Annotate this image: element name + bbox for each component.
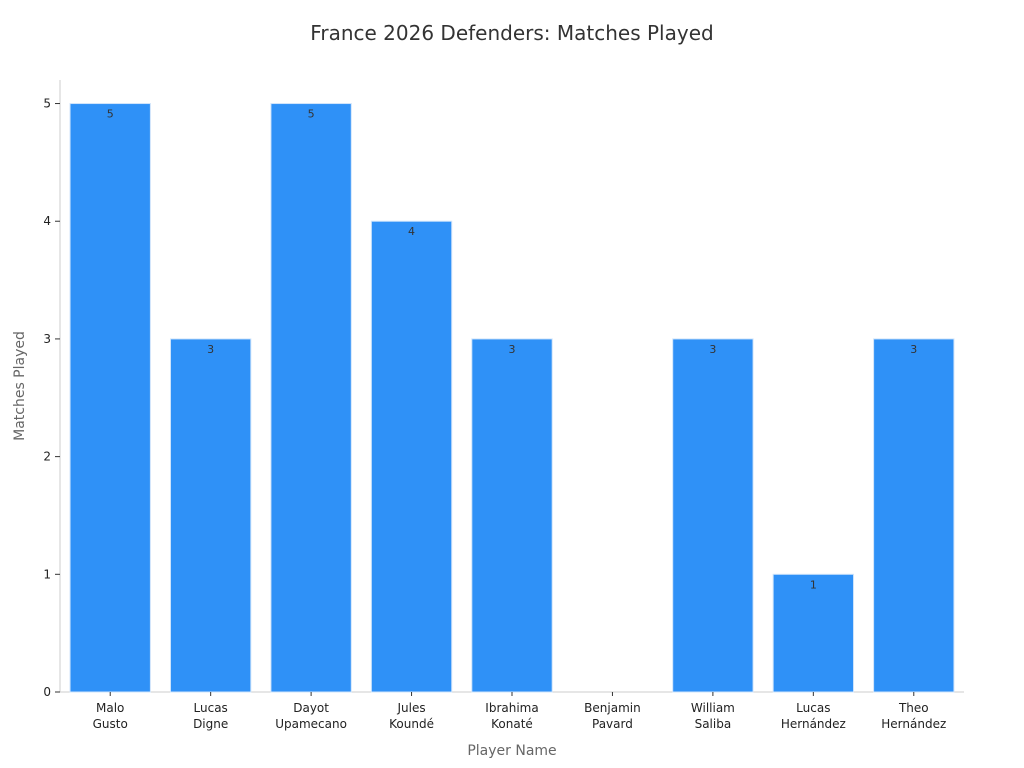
plot-area: 0 1 2 3 4 5 5 Malo Gusto 3 Lucas Digne 5 Dayot Upameca… xyxy=(43,80,964,731)
x-tick-label: Koundé xyxy=(389,717,434,731)
bar-value-label: 5 xyxy=(107,108,114,121)
y-tick-label: 4 xyxy=(43,214,51,228)
bar[interactable] xyxy=(772,573,855,693)
bar[interactable] xyxy=(471,338,553,693)
x-tick-label: Malo xyxy=(96,701,124,715)
x-tick-label: Pavard xyxy=(592,717,633,731)
bar[interactable] xyxy=(69,103,151,693)
x-tick-label: Upamecano xyxy=(275,717,347,731)
x-tick-label: Benjamin xyxy=(584,701,641,715)
y-tick-label: 1 xyxy=(43,567,51,581)
x-tick-label: Konaté xyxy=(491,717,533,731)
x-tick-label: Lucas xyxy=(796,701,830,715)
y-tick-label: 5 xyxy=(43,97,51,111)
x-axis-title: Player Name xyxy=(467,743,556,759)
bar-value-label: 3 xyxy=(709,343,716,356)
bar-value-label: 3 xyxy=(509,343,516,356)
y-axis-title: Matches Played xyxy=(12,331,28,441)
y-tick-label: 3 xyxy=(43,332,51,346)
bar-value-label: 5 xyxy=(308,108,315,121)
x-tick-label: Lucas xyxy=(194,701,228,715)
x-tick-label: Saliba xyxy=(695,717,732,731)
x-tick-label: Jules xyxy=(396,701,425,715)
bar[interactable] xyxy=(169,338,252,693)
x-tick-label: Gusto xyxy=(93,717,128,731)
bar[interactable] xyxy=(873,338,955,693)
x-tick-label: Dayot xyxy=(293,701,329,715)
chart-title: France 2026 Defenders: Matches Played xyxy=(310,21,713,45)
y-tick-label: 0 xyxy=(43,685,51,699)
x-tick-label: Digne xyxy=(193,717,228,731)
x-tick-label: Theo xyxy=(898,701,929,715)
bar-value-label: 1 xyxy=(810,578,817,591)
x-tick-label: Hernández xyxy=(781,717,846,731)
x-tick-label: Ibrahima xyxy=(485,701,538,715)
bar-value-label: 3 xyxy=(207,343,214,356)
bar[interactable] xyxy=(672,338,754,693)
bar-value-label: 3 xyxy=(910,343,917,356)
x-tick-label: William xyxy=(691,701,735,715)
bar[interactable] xyxy=(370,220,453,693)
x-tick-label: Hernández xyxy=(881,717,946,731)
y-tick-label: 2 xyxy=(43,450,51,464)
bar-value-label: 4 xyxy=(408,225,415,238)
bar[interactable] xyxy=(270,103,352,693)
